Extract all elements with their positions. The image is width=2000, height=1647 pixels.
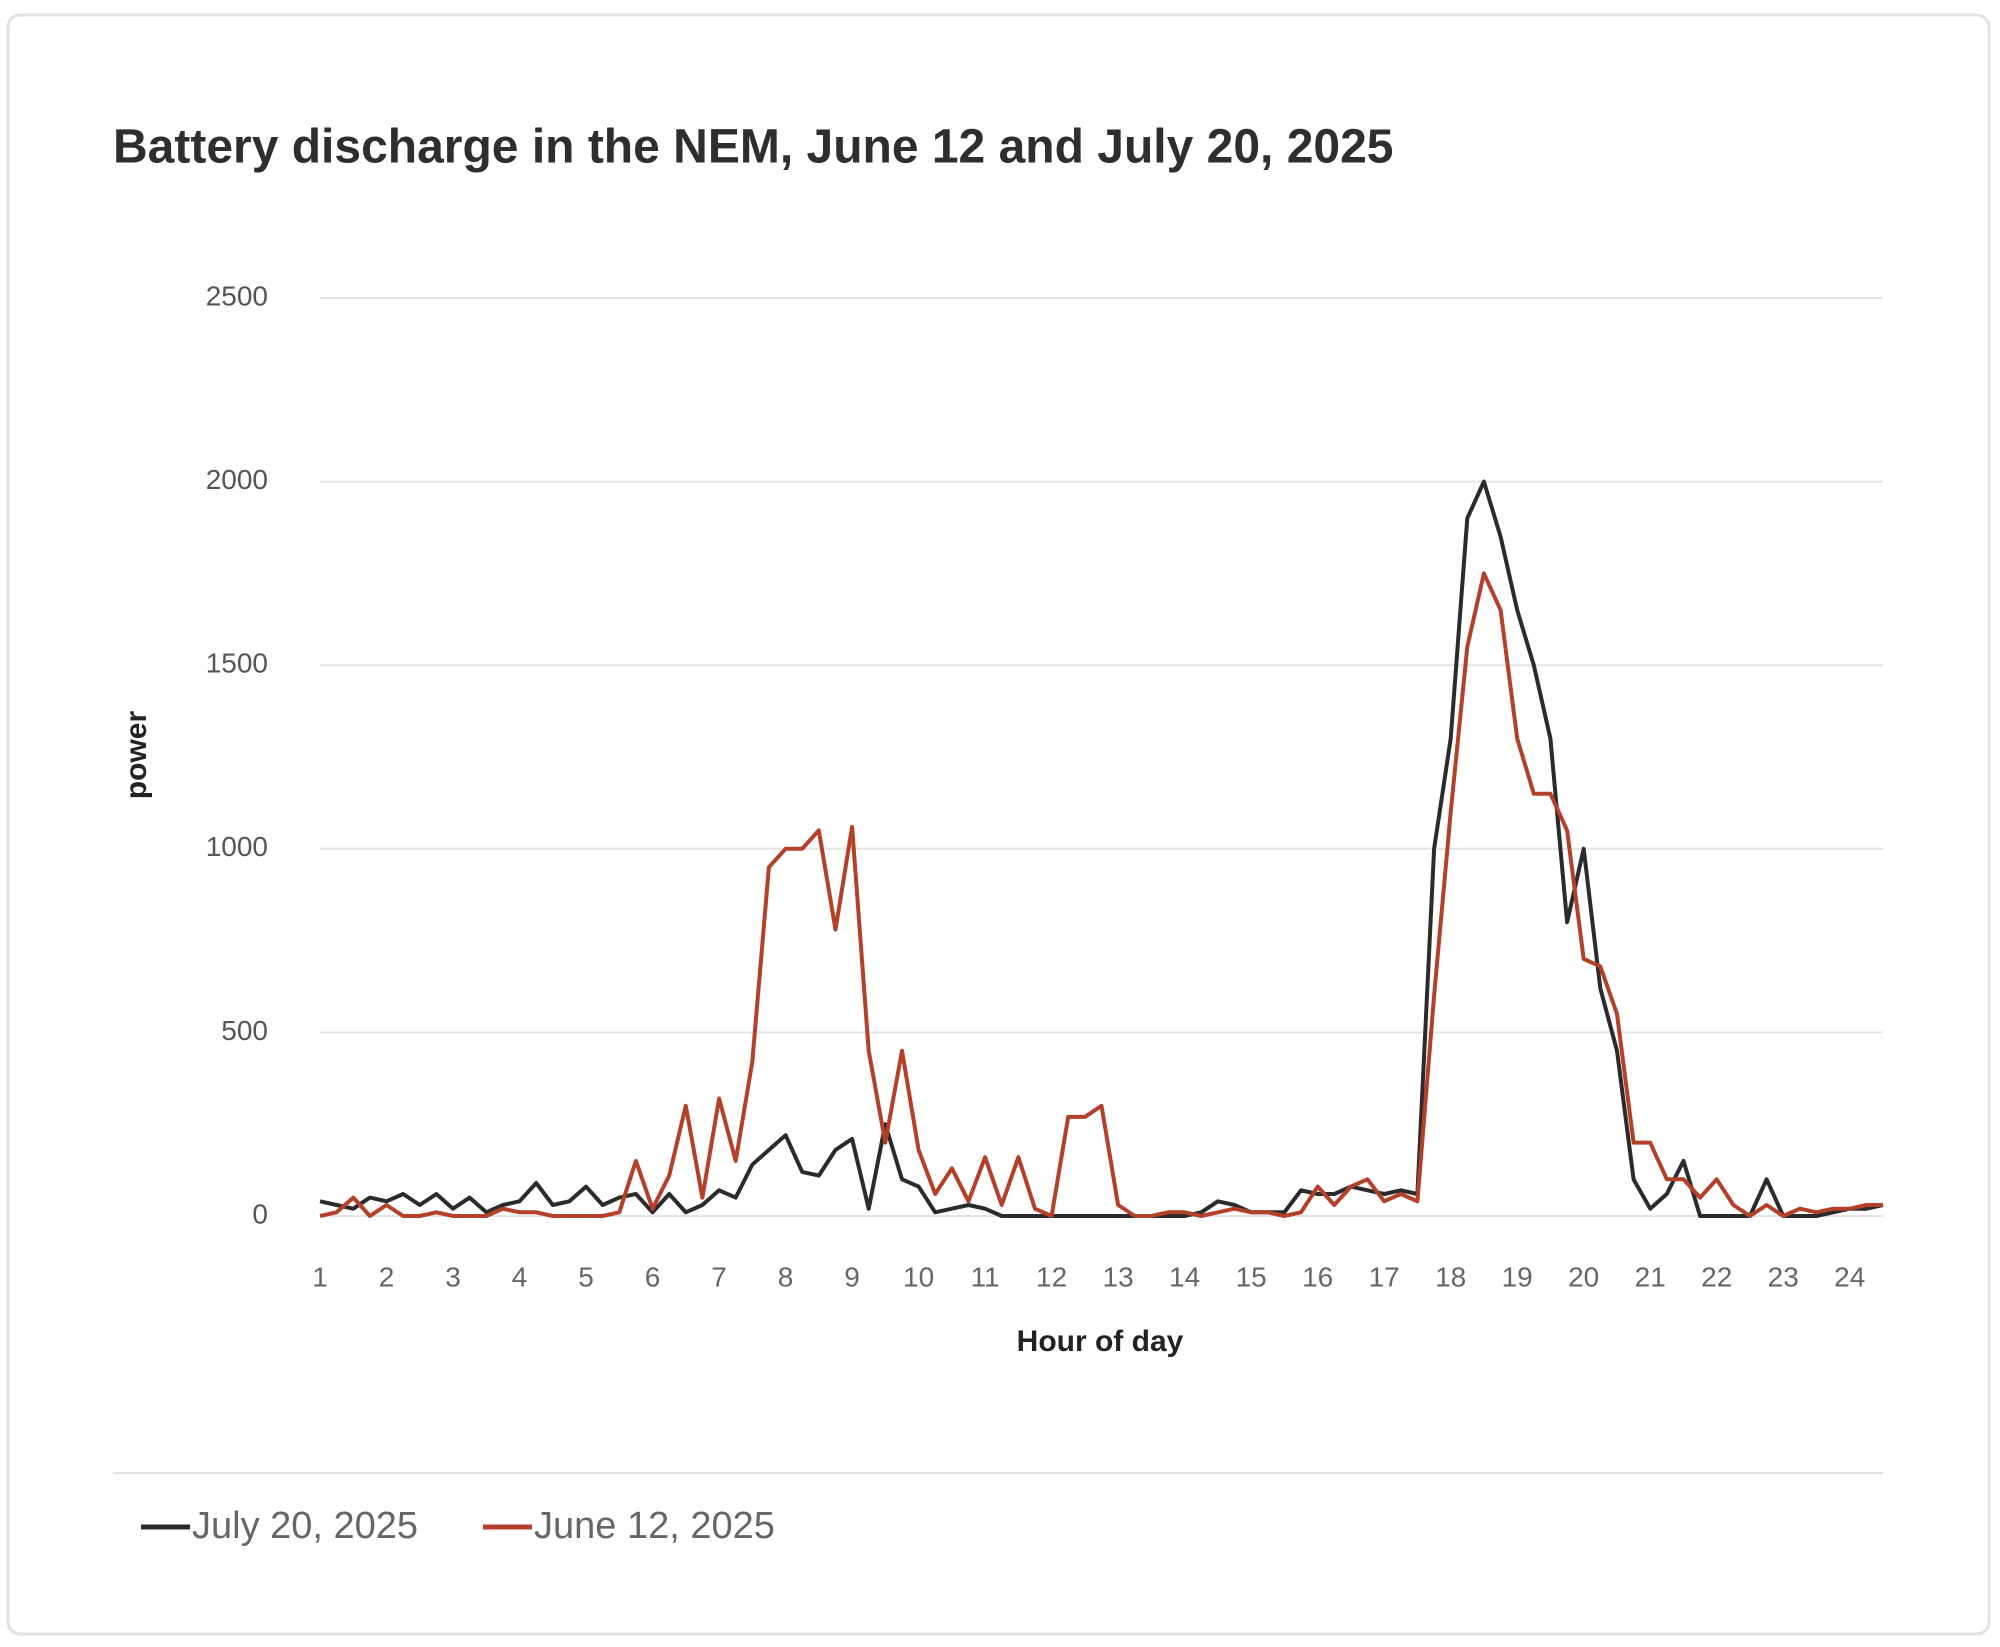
- y-tick-label: 2000: [206, 464, 268, 495]
- x-tick-label: 7: [711, 1261, 727, 1292]
- y-tick-label: 1500: [206, 648, 268, 679]
- series-line: [319, 479, 1884, 1218]
- x-tick-label: 21: [1635, 1261, 1666, 1292]
- legend-label: June 12, 2025: [534, 1505, 775, 1547]
- x-tick-label: 18: [1435, 1261, 1466, 1292]
- chart-title: Battery discharge in the NEM, June 12 an…: [113, 121, 1393, 174]
- card: [6, 13, 1991, 1636]
- x-tick-label: 24: [1834, 1261, 1865, 1292]
- x-tick-label: 10: [903, 1261, 934, 1292]
- y-tick-label: 1000: [206, 831, 268, 862]
- x-tick-label: 11: [971, 1261, 1000, 1292]
- x-tick-label: 6: [645, 1261, 661, 1292]
- x-tick-label: 3: [445, 1261, 461, 1292]
- x-tick-label: 9: [844, 1261, 860, 1292]
- x-tick-label: 4: [512, 1261, 528, 1292]
- x-tick-label: 20: [1568, 1261, 1599, 1292]
- x-tick-label: 19: [1502, 1261, 1533, 1292]
- x-tick-label: 2: [379, 1261, 395, 1292]
- x-tick-label: 16: [1302, 1261, 1333, 1292]
- x-tick-label: 1: [312, 1261, 328, 1292]
- series-line: [319, 571, 1883, 1218]
- x-tick-label: 12: [1036, 1261, 1067, 1292]
- x-tick-label: 5: [578, 1261, 594, 1292]
- x-tick-label: 23: [1768, 1261, 1799, 1292]
- x-tick-label: 14: [1169, 1261, 1200, 1292]
- x-tick-label: 13: [1103, 1261, 1134, 1292]
- y-tick-label: 2500: [206, 280, 268, 311]
- y-tick-label: 0: [252, 1198, 268, 1229]
- x-axis-label: Hour of day: [1017, 1325, 1184, 1358]
- y-tick-label: 500: [221, 1015, 268, 1046]
- x-tick-label: 8: [778, 1261, 794, 1292]
- x-tick-label: 22: [1701, 1261, 1732, 1292]
- legend-label: July 20, 2025: [192, 1505, 418, 1547]
- x-tick-label: 15: [1236, 1261, 1267, 1292]
- x-tick-label: 17: [1369, 1261, 1400, 1292]
- y-axis-label: power: [120, 711, 153, 800]
